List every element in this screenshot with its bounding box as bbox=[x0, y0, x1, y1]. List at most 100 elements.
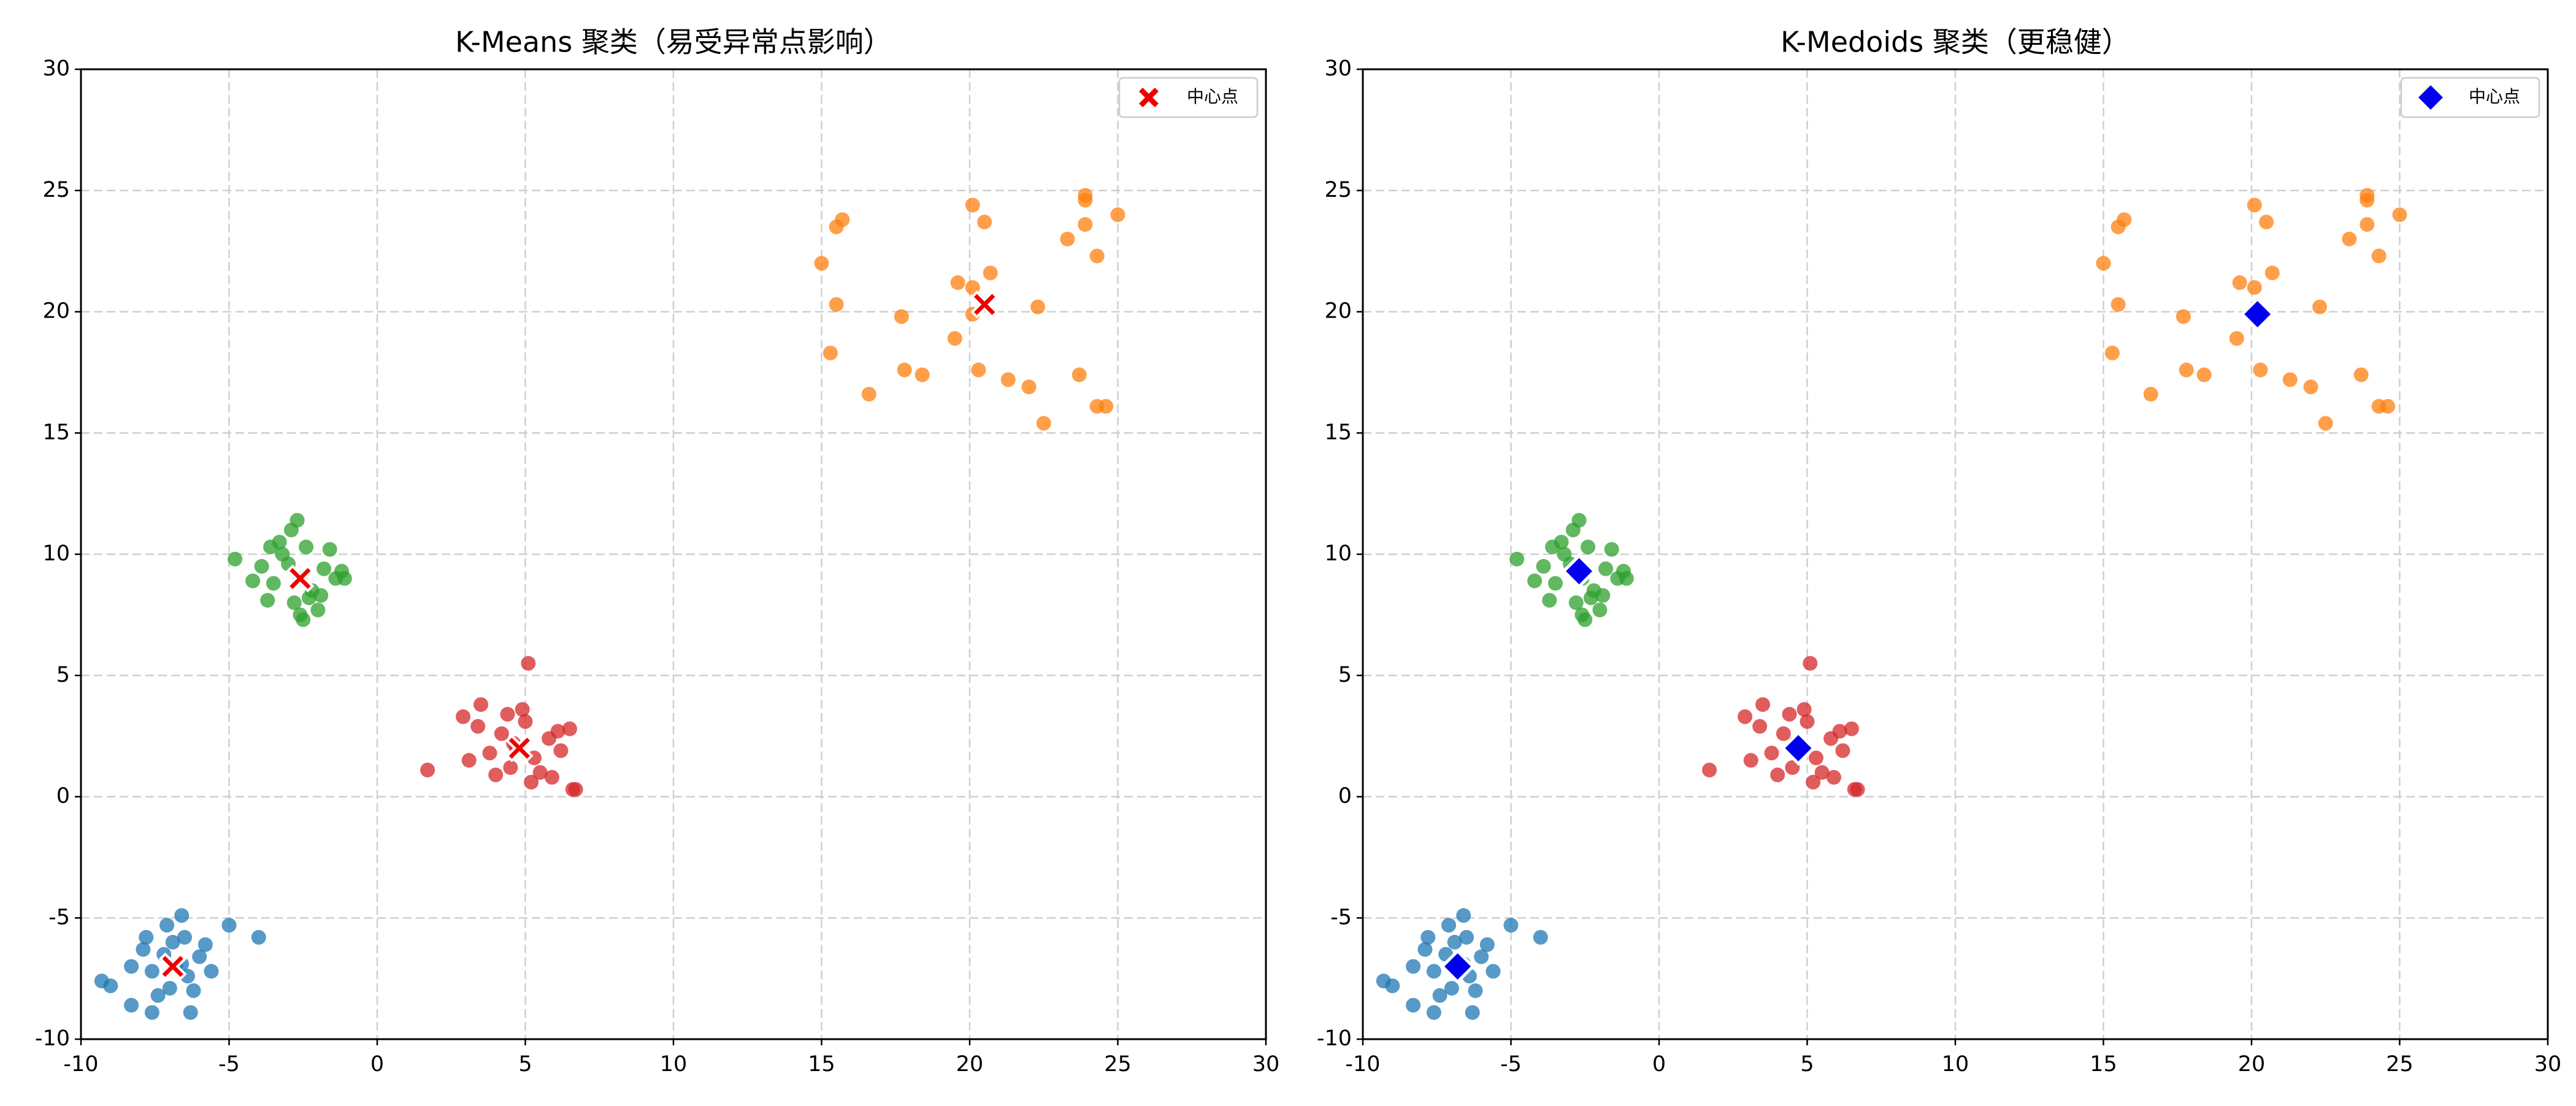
point bbox=[1420, 929, 1436, 945]
point bbox=[1844, 721, 1859, 736]
point bbox=[1444, 980, 1459, 996]
point bbox=[470, 719, 486, 734]
point bbox=[494, 726, 509, 741]
point bbox=[814, 256, 829, 271]
point bbox=[136, 942, 151, 957]
point bbox=[1803, 655, 1818, 671]
point bbox=[1743, 753, 1758, 768]
chart-panel: K-Means 聚类（易受异常点影响） -10 -5 0 5 10 15 20 25 30 -10 -… bbox=[35, 26, 1279, 1077]
legend-marker bbox=[1139, 88, 1159, 107]
point bbox=[228, 551, 243, 566]
point bbox=[482, 746, 497, 761]
point bbox=[965, 197, 980, 213]
point bbox=[1456, 908, 1471, 923]
point bbox=[2247, 197, 2262, 213]
point bbox=[461, 753, 477, 768]
center-marker bbox=[2240, 296, 2275, 332]
x-tick-label: 20 bbox=[956, 1052, 984, 1077]
point bbox=[124, 959, 139, 974]
point bbox=[1406, 997, 1421, 1013]
y-tick-label: -10 bbox=[1317, 1026, 1352, 1051]
point bbox=[310, 602, 326, 617]
point bbox=[1832, 723, 1847, 739]
x-tick-label: -10 bbox=[63, 1052, 98, 1077]
point bbox=[568, 782, 583, 797]
y-tick-label: 0 bbox=[56, 784, 70, 809]
point bbox=[977, 215, 992, 230]
point bbox=[1545, 540, 1560, 555]
point bbox=[245, 573, 261, 589]
point bbox=[1468, 983, 1483, 998]
point bbox=[1385, 978, 1400, 993]
point bbox=[1459, 929, 1474, 945]
point bbox=[2259, 215, 2274, 230]
point bbox=[1619, 571, 1634, 586]
point bbox=[1406, 959, 1421, 974]
point bbox=[2303, 379, 2318, 395]
point bbox=[947, 331, 962, 346]
point bbox=[2110, 297, 2126, 312]
point bbox=[286, 595, 302, 611]
x-tick-label: 15 bbox=[808, 1052, 835, 1077]
point bbox=[2282, 372, 2298, 387]
point bbox=[186, 983, 201, 998]
point bbox=[1592, 602, 1608, 617]
point bbox=[1800, 714, 1815, 729]
point bbox=[553, 743, 569, 758]
point bbox=[197, 937, 213, 952]
point bbox=[1060, 231, 1075, 246]
point bbox=[316, 561, 332, 576]
point bbox=[894, 309, 909, 324]
point bbox=[251, 929, 266, 945]
point bbox=[1568, 595, 1584, 611]
point bbox=[1485, 964, 1501, 979]
point bbox=[1826, 769, 1841, 785]
point bbox=[1806, 774, 1821, 790]
point bbox=[2353, 367, 2369, 383]
legend-label: 中心点 bbox=[1187, 86, 1238, 107]
y-tick-label: 30 bbox=[42, 56, 70, 81]
point bbox=[456, 709, 471, 724]
point bbox=[1604, 542, 1619, 557]
point bbox=[1785, 760, 1800, 776]
chart-title: K-Means 聚类（易受异常点影响） bbox=[455, 26, 892, 59]
point bbox=[183, 1005, 198, 1020]
point bbox=[2117, 212, 2132, 227]
point bbox=[829, 297, 844, 312]
y-tick-label: 20 bbox=[1324, 299, 1352, 324]
point bbox=[1417, 942, 1433, 957]
point bbox=[2143, 386, 2158, 402]
point bbox=[1509, 551, 1525, 566]
point bbox=[103, 978, 118, 993]
y-tick-label: -5 bbox=[1330, 905, 1352, 929]
y-tick-label: 10 bbox=[42, 541, 70, 566]
point bbox=[2264, 265, 2280, 281]
point bbox=[165, 934, 180, 950]
point bbox=[1702, 762, 1717, 777]
point bbox=[1078, 188, 1093, 203]
point bbox=[861, 386, 876, 402]
point bbox=[313, 588, 329, 603]
y-tick-label: -10 bbox=[35, 1026, 70, 1051]
point bbox=[2229, 331, 2244, 346]
x-tick-label: 25 bbox=[2386, 1052, 2413, 1077]
point bbox=[1557, 547, 1572, 562]
point bbox=[1441, 918, 1457, 933]
point bbox=[1098, 399, 1114, 414]
point bbox=[139, 929, 154, 945]
point bbox=[1574, 607, 1590, 622]
point bbox=[1547, 576, 1563, 591]
point bbox=[950, 275, 965, 291]
point bbox=[1782, 707, 1797, 722]
x-tick-label: 0 bbox=[1652, 1052, 1666, 1077]
point bbox=[299, 540, 314, 555]
point bbox=[1503, 918, 1519, 933]
point bbox=[162, 980, 177, 996]
center-marker bbox=[158, 952, 187, 981]
point bbox=[221, 918, 237, 933]
y-tick-label: 15 bbox=[1324, 420, 1352, 444]
point bbox=[1595, 588, 1611, 603]
point bbox=[420, 762, 435, 777]
point bbox=[1426, 964, 1441, 979]
point bbox=[1536, 559, 1551, 574]
